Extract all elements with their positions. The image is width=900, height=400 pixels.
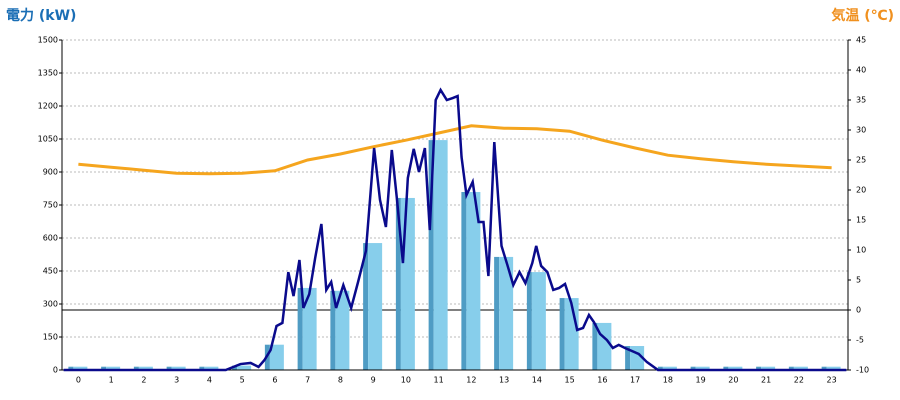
- bar: [728, 366, 743, 370]
- bar: [597, 322, 612, 370]
- x-tick-label: 13: [499, 376, 509, 385]
- bar-side: [232, 365, 238, 370]
- x-tick-label: 1: [109, 376, 114, 385]
- y-axis-title: 電力 (kW): [6, 7, 76, 24]
- bar: [302, 287, 317, 370]
- power-line: [63, 87, 847, 372]
- y2-tick-label: 40: [856, 66, 866, 75]
- x-tick-label: 17: [630, 376, 640, 385]
- bar-side: [199, 366, 205, 370]
- y-tick-label: 600: [43, 234, 58, 243]
- bar: [73, 366, 88, 370]
- y2-tick-label: 0: [856, 306, 861, 315]
- bar-side: [723, 366, 729, 370]
- y-tick-label: 450: [43, 267, 58, 276]
- bar-side: [68, 366, 74, 370]
- bar: [695, 366, 710, 370]
- x-tick-label: 10: [401, 376, 411, 385]
- y2-tick-label: 35: [856, 96, 866, 105]
- y2-tick-label: -5: [856, 336, 864, 345]
- x-tick-label: 15: [565, 376, 575, 385]
- y2-tick-label: 25: [856, 156, 866, 165]
- bar: [106, 366, 121, 370]
- bar-side: [330, 290, 336, 370]
- bar: [761, 366, 776, 370]
- temperature-line: [78, 124, 832, 176]
- y-tick-label: 1200: [38, 102, 58, 111]
- x-tick-label: 23: [827, 376, 837, 385]
- bar-side: [690, 366, 696, 370]
- x-tick-label: 22: [794, 376, 804, 385]
- bar: [237, 365, 252, 370]
- bar-side: [133, 366, 139, 370]
- bar: [531, 272, 546, 370]
- y2-tick-label: 15: [856, 216, 866, 225]
- bar-side: [101, 366, 107, 370]
- bar: [204, 366, 219, 370]
- bar-side: [428, 140, 434, 370]
- bar-side: [494, 256, 500, 370]
- bar: [499, 256, 514, 370]
- x-tick-label: 9: [371, 376, 376, 385]
- bar-side: [363, 243, 369, 370]
- bar-side: [756, 366, 762, 370]
- bar: [662, 366, 677, 370]
- bar-side: [559, 298, 565, 370]
- y2-axis-title: 気温 (℃): [831, 7, 894, 24]
- x-tick-label: 7: [305, 376, 310, 385]
- x-tick-label: 12: [466, 376, 476, 385]
- x-tick-label: 6: [272, 376, 277, 385]
- bar: [433, 140, 448, 370]
- bar-side: [788, 366, 794, 370]
- x-tick-label: 11: [434, 376, 444, 385]
- x-tick-label: 16: [597, 376, 607, 385]
- x-tick-label: 20: [728, 376, 738, 385]
- y-tick-label: 750: [43, 201, 58, 210]
- x-tick-label: 14: [532, 376, 542, 385]
- y-tick-label: 1050: [38, 135, 58, 144]
- y-tick-label: 1500: [38, 36, 58, 45]
- bar: [368, 243, 383, 370]
- bar-side: [526, 272, 532, 370]
- y2-tick-label: 30: [856, 126, 866, 135]
- x-tick-label: 18: [663, 376, 673, 385]
- y-tick-label: 0: [53, 366, 58, 375]
- x-tick-label: 21: [761, 376, 771, 385]
- bar-side: [821, 366, 827, 370]
- y-tick-label: 300: [43, 300, 58, 309]
- bar-side: [657, 366, 663, 370]
- bar: [269, 344, 284, 370]
- x-tick-label: 4: [207, 376, 212, 385]
- x-tick-label: 19: [696, 376, 706, 385]
- bar: [793, 366, 808, 370]
- y2-tick-label: 20: [856, 186, 866, 195]
- bar: [826, 366, 841, 370]
- bar: [466, 192, 481, 370]
- y2-tick-label: -10: [856, 366, 869, 375]
- y2-tick-label: 45: [856, 36, 866, 45]
- x-tick-label: 0: [76, 376, 81, 385]
- bar: [171, 366, 186, 370]
- x-tick-label: 3: [174, 376, 179, 385]
- y2-tick-label: 10: [856, 246, 866, 255]
- y-tick-label: 1350: [38, 69, 58, 78]
- bar: [335, 290, 350, 370]
- x-tick-label: 2: [141, 376, 146, 385]
- bar: [138, 366, 153, 370]
- bar-side: [461, 192, 467, 370]
- x-tick-label: 5: [240, 376, 245, 385]
- x-tick-label: 8: [338, 376, 343, 385]
- y2-tick-label: 5: [856, 276, 861, 285]
- y-tick-label: 150: [43, 333, 58, 342]
- bar-side: [592, 322, 598, 370]
- bar-side: [297, 287, 303, 370]
- y-tick-label: 900: [43, 168, 58, 177]
- bar: [400, 197, 415, 370]
- bar-side: [625, 346, 631, 370]
- bar-side: [166, 366, 172, 370]
- bar-side: [395, 197, 401, 370]
